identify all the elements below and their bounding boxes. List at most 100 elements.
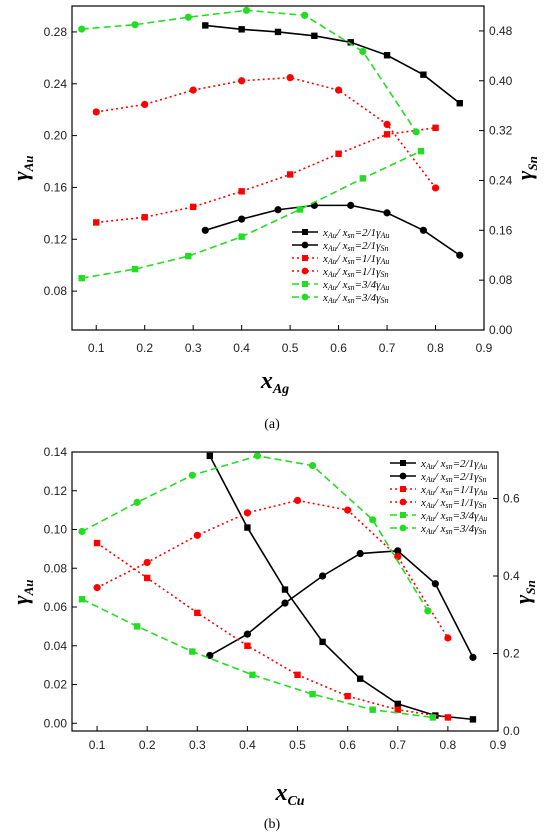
data-point-circle <box>281 599 289 607</box>
y-left-tick-label: 0.12 <box>44 484 68 498</box>
y-left-tick-label: 0.04 <box>44 639 68 653</box>
y-left-tick-label: 0.06 <box>44 600 68 614</box>
data-point-square <box>206 452 214 460</box>
legend-label-sub-1: Au <box>425 527 435 536</box>
legend-label-sub-3: Au <box>379 231 389 240</box>
data-point-square <box>383 131 391 138</box>
legend-label: xAu/ xsn=1/1γSn <box>322 266 388 279</box>
legend-label-ratio: =2/1γ <box>355 240 381 252</box>
data-point-circle <box>394 547 402 555</box>
data-point-square <box>286 171 294 178</box>
y-right-axis-label-sub: Sn <box>523 580 538 594</box>
data-point-circle <box>274 206 282 214</box>
legend-label-sub-2: sn <box>347 257 354 266</box>
legend-label-sub-1: Au <box>425 462 435 471</box>
legend-label-x: x <box>322 240 328 252</box>
series-line <box>81 598 433 719</box>
y-left-tick-label: 0.12 <box>44 232 68 246</box>
x-tick-label: 0.2 <box>136 341 153 355</box>
y-right-tick-label: 0.16 <box>489 223 513 237</box>
data-point-square <box>274 28 282 36</box>
data-point-circle <box>308 461 317 470</box>
legend-label-mid: / x <box>336 292 348 304</box>
y-left-axis-label: γAu <box>8 579 36 604</box>
legend-label-sub-2: sn <box>445 462 452 471</box>
data-point-square <box>93 219 100 226</box>
data-point-circle <box>383 120 391 128</box>
legend-label-ratio: =1/1γ <box>355 266 381 278</box>
data-point-square <box>244 642 251 649</box>
x-axis-label-main: x <box>274 780 287 806</box>
data-point-circle <box>394 553 402 561</box>
y-right-tick-label: 0.32 <box>489 124 513 138</box>
data-point-circle <box>238 77 246 85</box>
x-tick-label: 0.4 <box>239 738 256 752</box>
data-point-circle <box>243 630 252 638</box>
legend-label-sub-3: Sn <box>478 501 486 510</box>
legend-marker <box>302 255 308 261</box>
legend-label: xAu/ xsn=3/4γAu <box>322 279 389 292</box>
y-left-tick-label: 0.20 <box>44 129 68 143</box>
x-tick-label: 0.1 <box>89 738 106 752</box>
x-tick-label: 0.6 <box>330 341 347 355</box>
legend-label-sub-1: Au <box>327 231 337 240</box>
legend-label-sub-3: Au <box>477 462 487 471</box>
legend-label-sub-2: sn <box>347 283 354 292</box>
x-axis-label: xAg <box>260 368 289 397</box>
data-point-square <box>189 648 196 655</box>
data-point-circle <box>301 11 309 19</box>
y-left-axis-label-main: γ <box>8 595 33 605</box>
y-left-tick-label: 0.14 <box>44 445 68 459</box>
data-point-circle <box>189 86 197 94</box>
legend-label-ratio: =3/4γ <box>453 523 479 535</box>
data-point-square <box>249 671 256 679</box>
y-right-tick-label: 0.4 <box>503 569 520 583</box>
series-line <box>81 455 429 612</box>
series-line <box>209 455 474 721</box>
legend-label-mid: / x <box>434 497 446 509</box>
data-point-square <box>296 206 304 213</box>
data-point-circle <box>293 496 302 505</box>
legend-label-sub-1: Au <box>327 257 337 266</box>
y-left-axis-label-sub: Au <box>21 579 36 596</box>
series-3 <box>93 496 452 642</box>
series-5 <box>78 452 432 615</box>
legend-label-mid: / x <box>336 240 348 252</box>
legend-marker <box>400 460 406 466</box>
legend-label-sub-3: Au <box>477 514 487 523</box>
legend-label-x: x <box>420 510 426 522</box>
data-point-square <box>294 671 301 679</box>
chart-a: 0.1 0.2 0.3 0.4 0.5 0.6 0.7 0.8 0.9 0.08 0.12 0.16 0… <box>8 5 540 432</box>
data-point-square <box>444 714 452 721</box>
data-point-square <box>469 716 477 723</box>
legend-label: xAu/ xsn=2/1γAu <box>322 227 389 240</box>
x-tick-label: 0.5 <box>289 738 306 752</box>
legend-label-mid: / x <box>434 510 446 522</box>
y-left-axis-label-main: γ <box>8 171 33 181</box>
plot-frame <box>71 451 499 732</box>
data-point-square <box>238 188 245 195</box>
data-point-square <box>185 252 192 260</box>
data-point-square <box>432 124 439 132</box>
data-point-circle <box>92 108 100 116</box>
data-point-circle <box>201 226 209 234</box>
y-left-tick-label: 0.02 <box>44 678 68 692</box>
data-point-square <box>189 203 197 211</box>
legend-label-x: x <box>420 523 426 535</box>
y-right-tick-label: 0.24 <box>489 173 513 187</box>
x-tick-label: 0.7 <box>379 341 396 355</box>
data-point-circle <box>193 531 201 539</box>
legend-label-sub-3: Au <box>379 283 389 292</box>
legend-label-sub-1: Au <box>425 514 435 523</box>
data-point-square <box>311 32 318 40</box>
data-point-square <box>93 539 101 547</box>
y-right-axis-label-sub: Sn <box>525 156 540 170</box>
legend-label-sub-2: sn <box>347 231 354 240</box>
y-left-tick-label: 0.10 <box>44 523 68 537</box>
data-point-circle <box>131 21 139 29</box>
data-point-square <box>394 706 401 713</box>
series-line <box>96 127 436 224</box>
